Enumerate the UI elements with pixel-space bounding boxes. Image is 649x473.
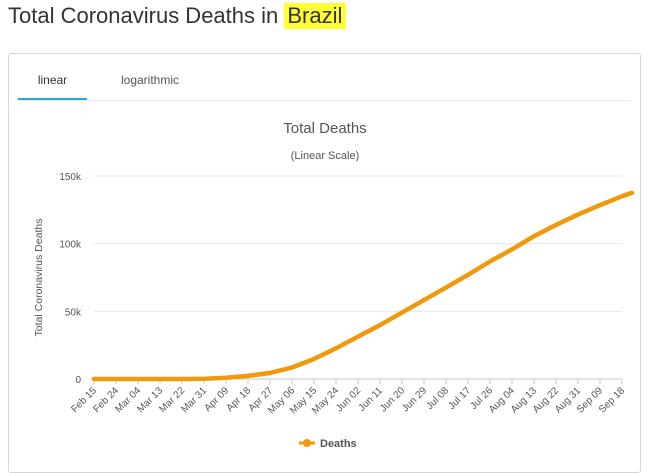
legend-marker — [303, 439, 311, 447]
chart-subtitle: (Linear Scale) — [291, 150, 359, 162]
scale-tabs: linear logarithmic — [18, 68, 630, 101]
chart-card: linear logarithmic Total Deaths (Linear S… — [8, 53, 641, 473]
x-tick-label: Jul 17 — [446, 385, 473, 412]
page-title-prefix: Total Coronavirus Deaths in — [8, 3, 285, 28]
y-tick-label: 0 — [75, 375, 81, 386]
y-tick-label: 150k — [59, 172, 82, 183]
chart-title: Total Deaths — [283, 120, 366, 137]
x-tick-label: Mar 31 — [179, 385, 209, 415]
page-title: Total Coronavirus Deaths in Brazil — [8, 2, 347, 30]
y-axis-label: Total Coronavirus Deaths — [33, 219, 45, 337]
series-line-deaths — [91, 190, 635, 382]
tab-logarithmic[interactable]: logarithmic — [120, 73, 180, 87]
legend-label: Deaths — [320, 438, 357, 450]
x-tick-label: Jun 29 — [400, 385, 429, 414]
page-title-country: Brazil — [284, 3, 347, 29]
y-tick-label: 50k — [65, 307, 82, 318]
x-tick-label: Jul 08 — [424, 385, 451, 412]
chart: Total Deaths (Linear Scale) 0 50k 100k 150k To… — [33, 120, 635, 450]
tab-linear[interactable]: linear — [18, 68, 87, 100]
x-tick-label: Jun 02 — [334, 385, 363, 414]
y-tick-label: 100k — [59, 240, 82, 251]
